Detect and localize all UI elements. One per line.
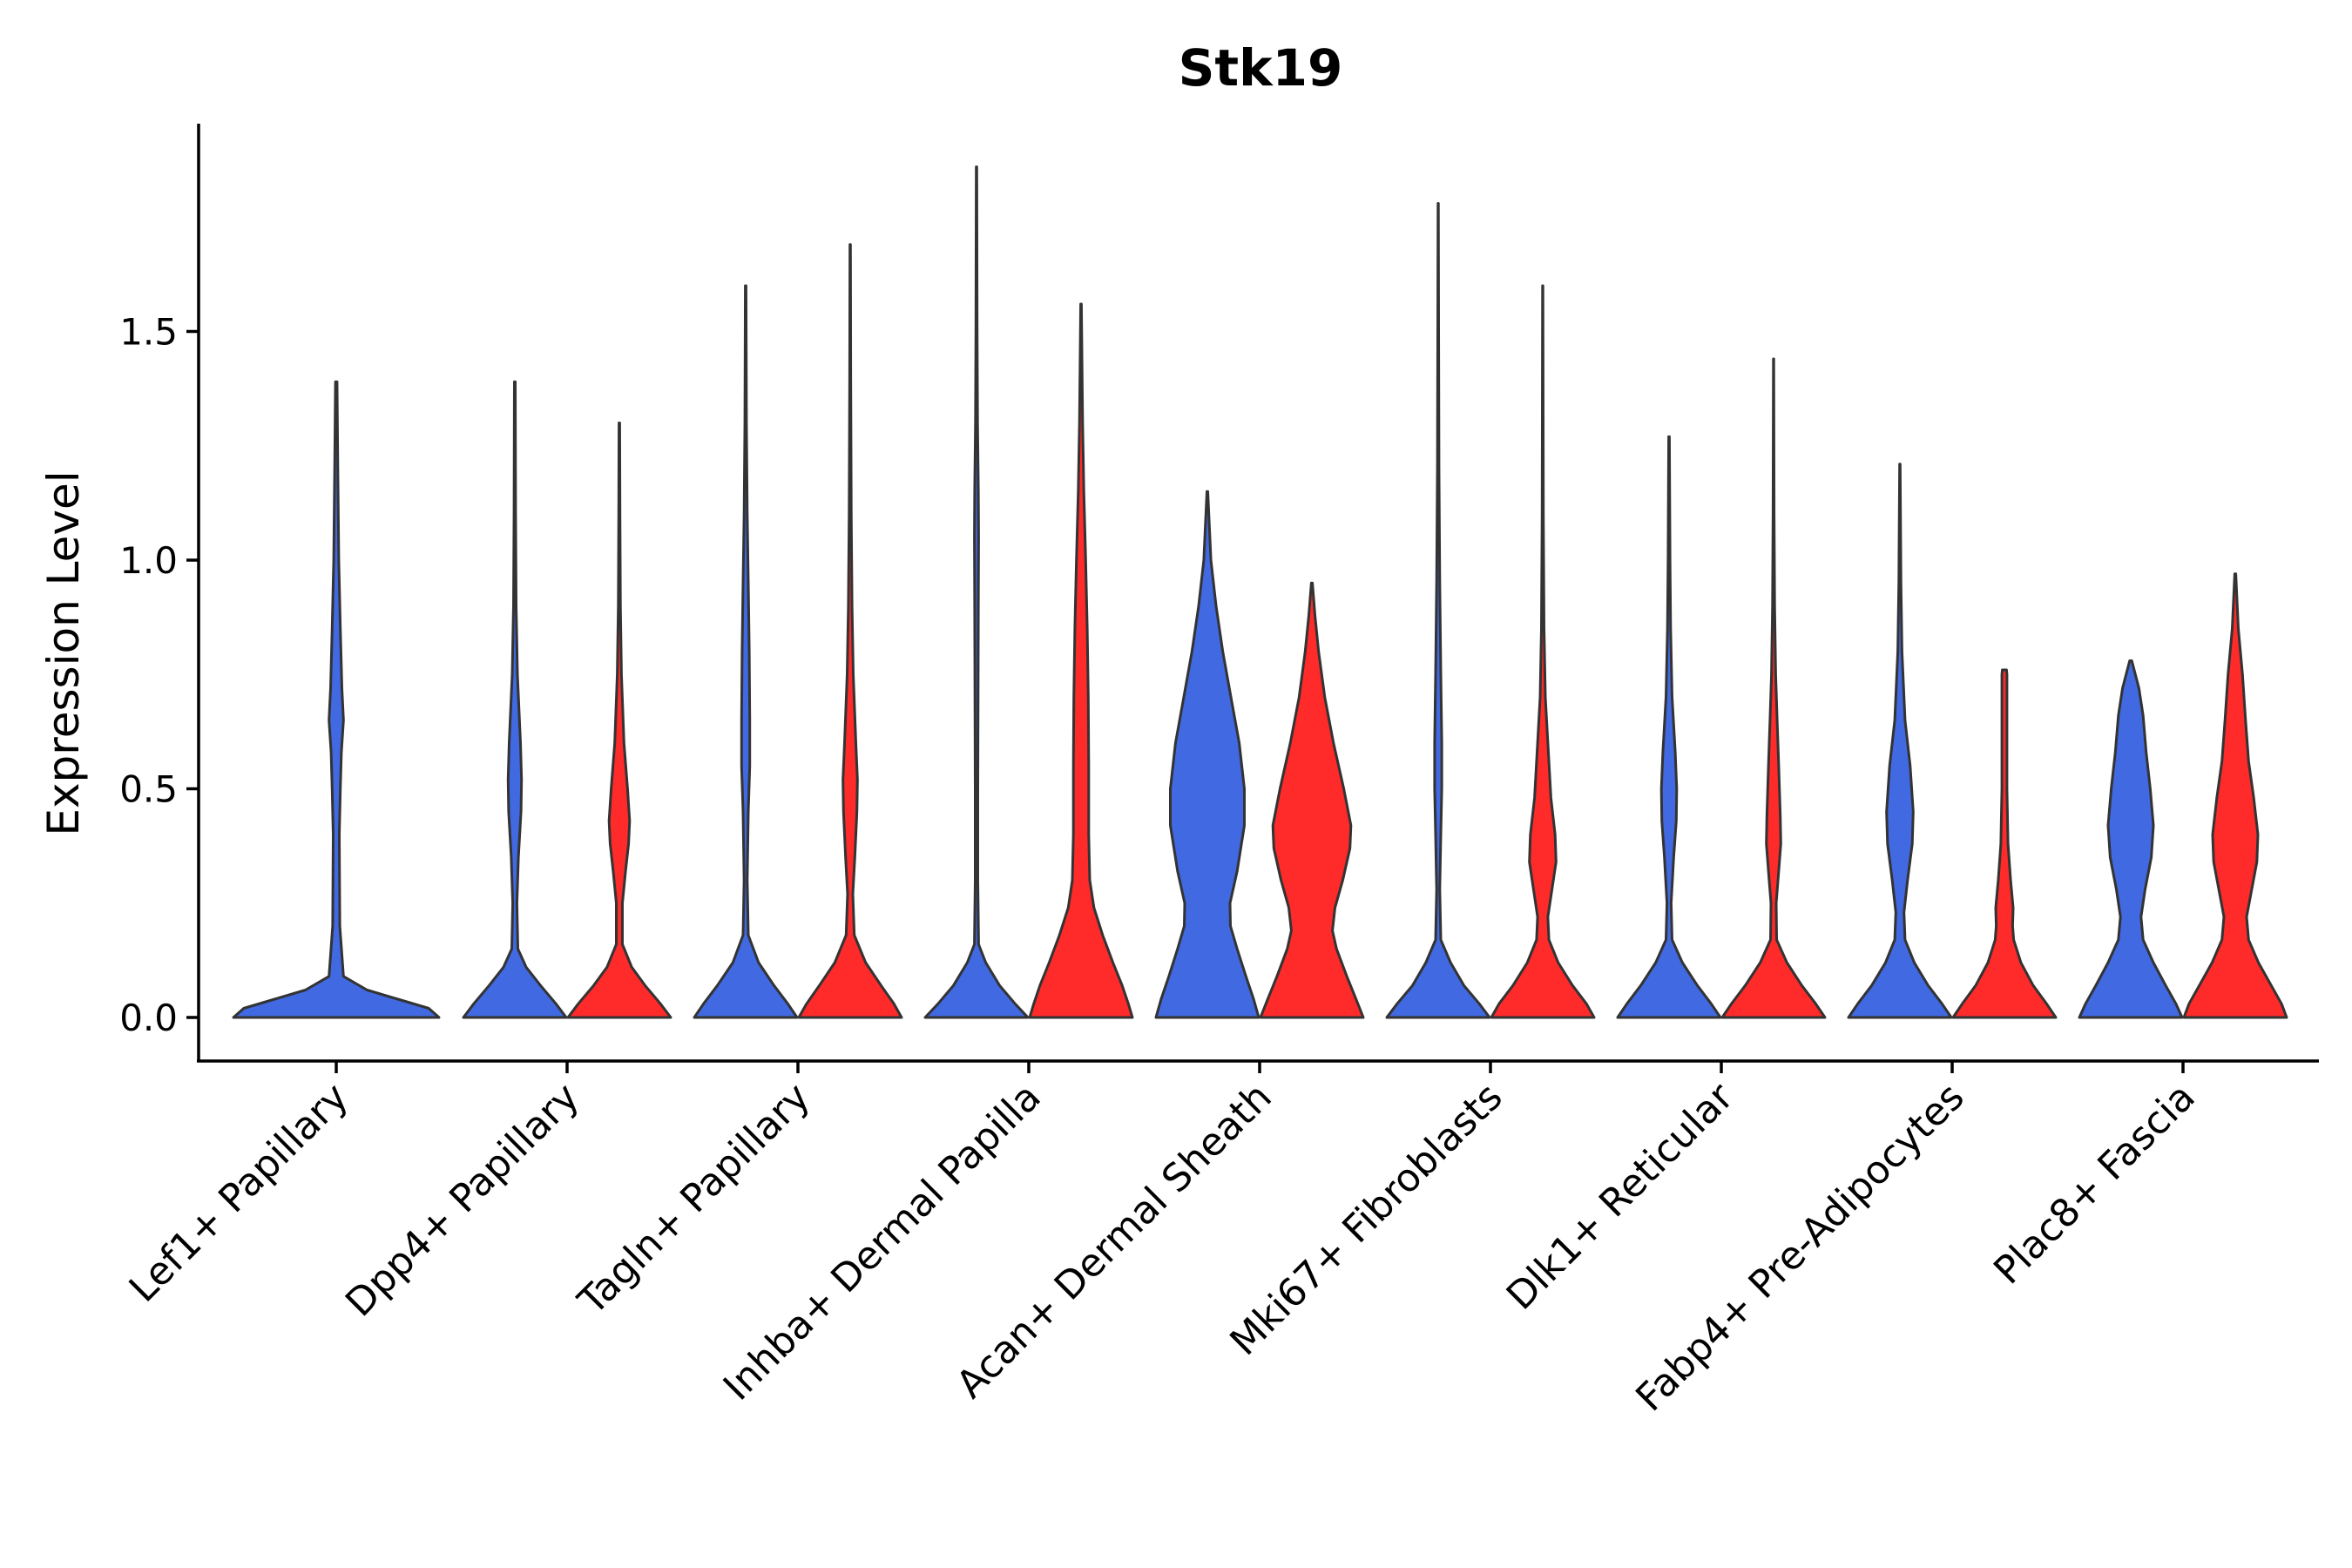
violin-group-2 <box>797 243 903 1019</box>
violin-group-1 <box>1616 435 1722 1019</box>
violin-group-1 <box>923 166 1030 1019</box>
violin-group-2 <box>1490 284 1596 1019</box>
violin-group-1 <box>1154 490 1260 1019</box>
violin-group-2 <box>1028 302 1134 1019</box>
violin-group-1 <box>2078 659 2184 1019</box>
violin-group-2 <box>1259 581 1365 1019</box>
violin-group-1 <box>232 380 441 1019</box>
violin-group-1 <box>1385 202 1491 1019</box>
violin-group-1 <box>462 380 568 1019</box>
y-tick-label: 0.5 <box>119 768 178 811</box>
violin-group-1 <box>1847 463 1953 1019</box>
violin-layer <box>232 166 2288 1019</box>
violin-group-2 <box>1951 668 2058 1019</box>
violin-group-2 <box>566 422 672 1019</box>
y-tick-label: 1.0 <box>119 539 178 582</box>
x-tick-label: Plac8+ Fascia <box>1985 1075 2204 1294</box>
violin-group-1 <box>693 284 799 1019</box>
x-tick-label: Tagln+ Papillary <box>570 1075 819 1324</box>
violin-group-2 <box>1720 357 1827 1019</box>
x-tick-label: Dlk1+ Reticular <box>1498 1074 1743 1319</box>
violin-group-2 <box>2182 572 2288 1019</box>
x-tick-label: Dpp4+ Papillary <box>337 1075 588 1326</box>
y-axis-ticks: 0.0 0.5 1.0 1.5 <box>119 311 199 1039</box>
x-tick-label: Lef1+ Papillary <box>121 1075 357 1311</box>
y-tick-label: 0.0 <box>119 997 178 1039</box>
y-tick-label: 1.5 <box>119 311 178 354</box>
y-axis-label: Expression Level <box>38 470 89 835</box>
chart-title: Stk19 <box>1179 38 1343 98</box>
